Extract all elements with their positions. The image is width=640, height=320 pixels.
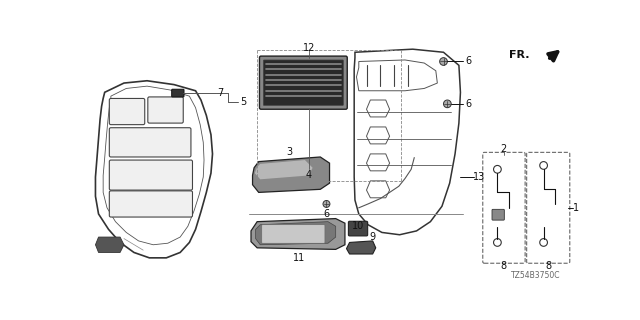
Text: 3: 3 bbox=[287, 147, 292, 157]
Text: TZ54B3750C: TZ54B3750C bbox=[511, 271, 561, 280]
Polygon shape bbox=[251, 219, 345, 249]
Polygon shape bbox=[255, 222, 336, 245]
Polygon shape bbox=[95, 237, 124, 252]
Text: 10: 10 bbox=[352, 220, 364, 230]
Text: FR.: FR. bbox=[509, 50, 530, 60]
Circle shape bbox=[440, 58, 447, 65]
FancyBboxPatch shape bbox=[172, 89, 184, 97]
Circle shape bbox=[444, 100, 451, 108]
Text: 2: 2 bbox=[500, 143, 507, 154]
Text: 6: 6 bbox=[466, 57, 472, 67]
FancyBboxPatch shape bbox=[348, 221, 367, 236]
Text: 6: 6 bbox=[466, 99, 472, 109]
FancyBboxPatch shape bbox=[259, 56, 348, 109]
Polygon shape bbox=[253, 157, 330, 192]
Text: 8: 8 bbox=[500, 261, 507, 271]
FancyBboxPatch shape bbox=[109, 128, 191, 157]
Text: 5: 5 bbox=[240, 97, 246, 107]
Text: 8: 8 bbox=[545, 261, 551, 271]
Polygon shape bbox=[346, 241, 376, 254]
Text: 12: 12 bbox=[303, 43, 315, 52]
FancyBboxPatch shape bbox=[148, 97, 183, 123]
Text: 6: 6 bbox=[323, 209, 330, 219]
Text: 7: 7 bbox=[217, 88, 223, 98]
FancyBboxPatch shape bbox=[109, 160, 193, 190]
Polygon shape bbox=[255, 160, 312, 179]
Circle shape bbox=[323, 201, 330, 207]
Text: 11: 11 bbox=[292, 253, 305, 263]
FancyBboxPatch shape bbox=[109, 191, 193, 217]
FancyBboxPatch shape bbox=[263, 60, 344, 105]
FancyBboxPatch shape bbox=[109, 99, 145, 124]
Text: 4: 4 bbox=[306, 170, 312, 180]
Text: 13: 13 bbox=[473, 172, 485, 182]
FancyBboxPatch shape bbox=[492, 209, 504, 220]
Text: 9: 9 bbox=[369, 232, 376, 242]
Text: 1: 1 bbox=[573, 203, 579, 213]
FancyBboxPatch shape bbox=[262, 225, 325, 243]
